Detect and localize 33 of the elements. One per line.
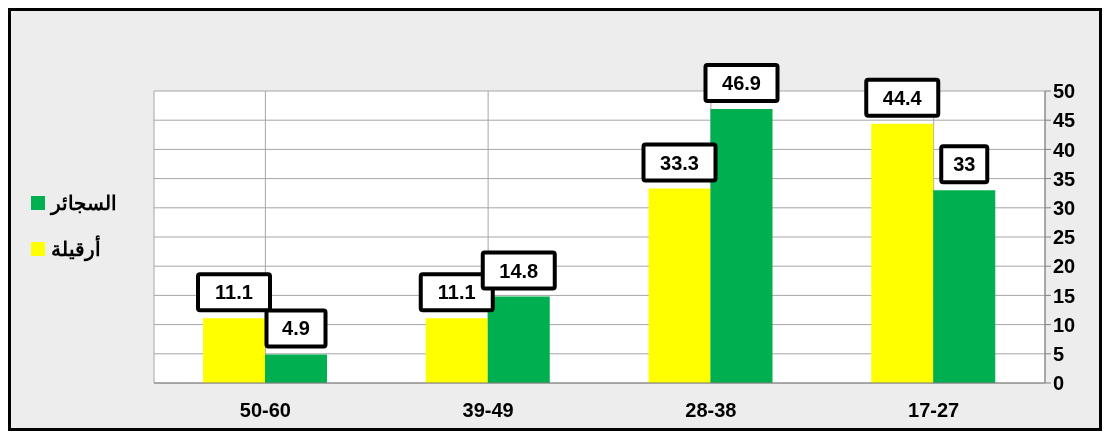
data-label: 11.1 [437, 281, 476, 304]
y-tick-label: 5 [1053, 342, 1065, 365]
x-tick-label: 39-49 [462, 399, 514, 422]
legend-label: أرقيلة [51, 237, 101, 261]
y-tick-label: 30 [1053, 196, 1076, 219]
y-tick-label: 45 [1053, 109, 1076, 132]
x-tick-label: 50-60 [239, 399, 291, 422]
y-tick-label: 25 [1053, 226, 1076, 249]
bar [487, 296, 550, 383]
data-label: 33 [953, 153, 976, 176]
y-tick-label: 40 [1053, 138, 1076, 161]
bar [648, 188, 711, 383]
data-label: 11.1 [215, 281, 253, 304]
bar [203, 318, 266, 383]
x-tick-label: 28-38 [685, 399, 737, 422]
bar [710, 109, 773, 383]
legend-label: السجائر [51, 191, 117, 215]
data-label: 44.4 [882, 86, 923, 109]
y-tick-label: 10 [1053, 313, 1076, 336]
y-tick-label: 35 [1053, 167, 1076, 190]
bar [425, 318, 488, 383]
data-label: 33.3 [660, 151, 699, 174]
x-tick-label: 17-27 [908, 399, 960, 422]
data-label: 4.9 [282, 317, 310, 340]
bar [265, 354, 328, 383]
y-tick-label: 0 [1053, 372, 1065, 395]
y-tick-label: 50 [1053, 80, 1076, 103]
y-tick-label: 20 [1053, 255, 1076, 278]
data-label: 46.9 [722, 72, 761, 95]
bar [933, 190, 996, 383]
data-label: 14.8 [499, 259, 539, 282]
bar [871, 123, 934, 383]
y-tick-label: 15 [1053, 284, 1076, 307]
